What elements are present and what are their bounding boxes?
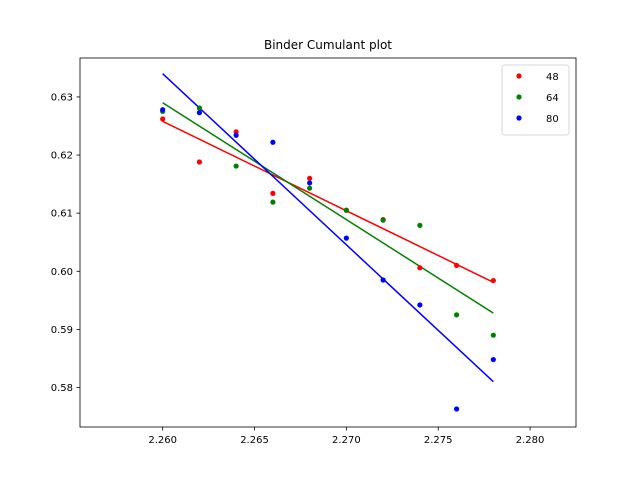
fit-line-64 <box>162 102 494 314</box>
data-points <box>160 105 496 412</box>
data-point-64 <box>196 105 203 111</box>
legend-box <box>501 64 570 136</box>
y-tick-label: 0.60 <box>51 267 73 278</box>
plot-frame <box>79 57 577 428</box>
legend-label-64: 64 <box>546 93 559 104</box>
legend-label-80: 80 <box>546 114 559 125</box>
x-tick-label: 2.280 <box>516 435 545 446</box>
y-tick-label: 0.63 <box>51 92 73 103</box>
data-point-48 <box>270 190 276 196</box>
data-point-80 <box>490 356 496 363</box>
legend-marker-48 <box>516 73 522 79</box>
data-point-64 <box>380 217 386 223</box>
data-point-48 <box>307 175 313 181</box>
data-point-48 <box>453 262 460 269</box>
data-point-64 <box>270 199 276 205</box>
legend: 48 64 80 <box>501 64 570 136</box>
y-tick-label: 0.59 <box>51 325 73 336</box>
data-point-80 <box>417 302 423 308</box>
data-point-48 <box>196 159 203 165</box>
x-tick-label: 2.265 <box>240 435 269 446</box>
x-tick-label: 2.270 <box>332 435 361 446</box>
data-point-80 <box>160 107 166 113</box>
chart-title: Binder Cumulant plot <box>264 38 392 52</box>
data-point-64 <box>343 207 349 213</box>
y-tick-label: 0.58 <box>51 383 73 394</box>
data-point-64 <box>417 222 423 228</box>
legend-marker-80 <box>516 115 522 121</box>
data-point-80 <box>196 110 203 116</box>
data-point-48 <box>490 277 496 284</box>
data-point-80 <box>307 180 313 186</box>
data-point-80 <box>380 277 386 283</box>
fit-line-80 <box>162 73 494 383</box>
data-point-64 <box>307 185 313 191</box>
y-tick-label: 0.62 <box>51 151 73 162</box>
legend-label-48: 48 <box>546 72 559 83</box>
y-axis: 0.58 0.59 0.60 0.61 0.62 0.63 <box>51 92 80 394</box>
y-tick-label: 0.61 <box>51 209 73 220</box>
fit-lines <box>162 73 494 383</box>
x-tick-label: 2.275 <box>424 435 453 446</box>
data-point-48 <box>417 265 423 271</box>
data-point-64 <box>233 163 239 169</box>
legend-marker-64 <box>516 94 522 100</box>
x-tick-label: 2.260 <box>148 435 177 446</box>
data-point-80 <box>343 235 349 241</box>
data-point-80 <box>233 132 239 138</box>
fit-line-48 <box>162 120 494 283</box>
data-point-64 <box>490 332 496 338</box>
x-axis: 2.260 2.265 2.270 2.275 2.280 <box>148 427 544 446</box>
data-point-80 <box>453 406 460 412</box>
data-point-64 <box>453 312 460 318</box>
data-point-48 <box>160 116 166 122</box>
data-point-80 <box>270 139 276 145</box>
